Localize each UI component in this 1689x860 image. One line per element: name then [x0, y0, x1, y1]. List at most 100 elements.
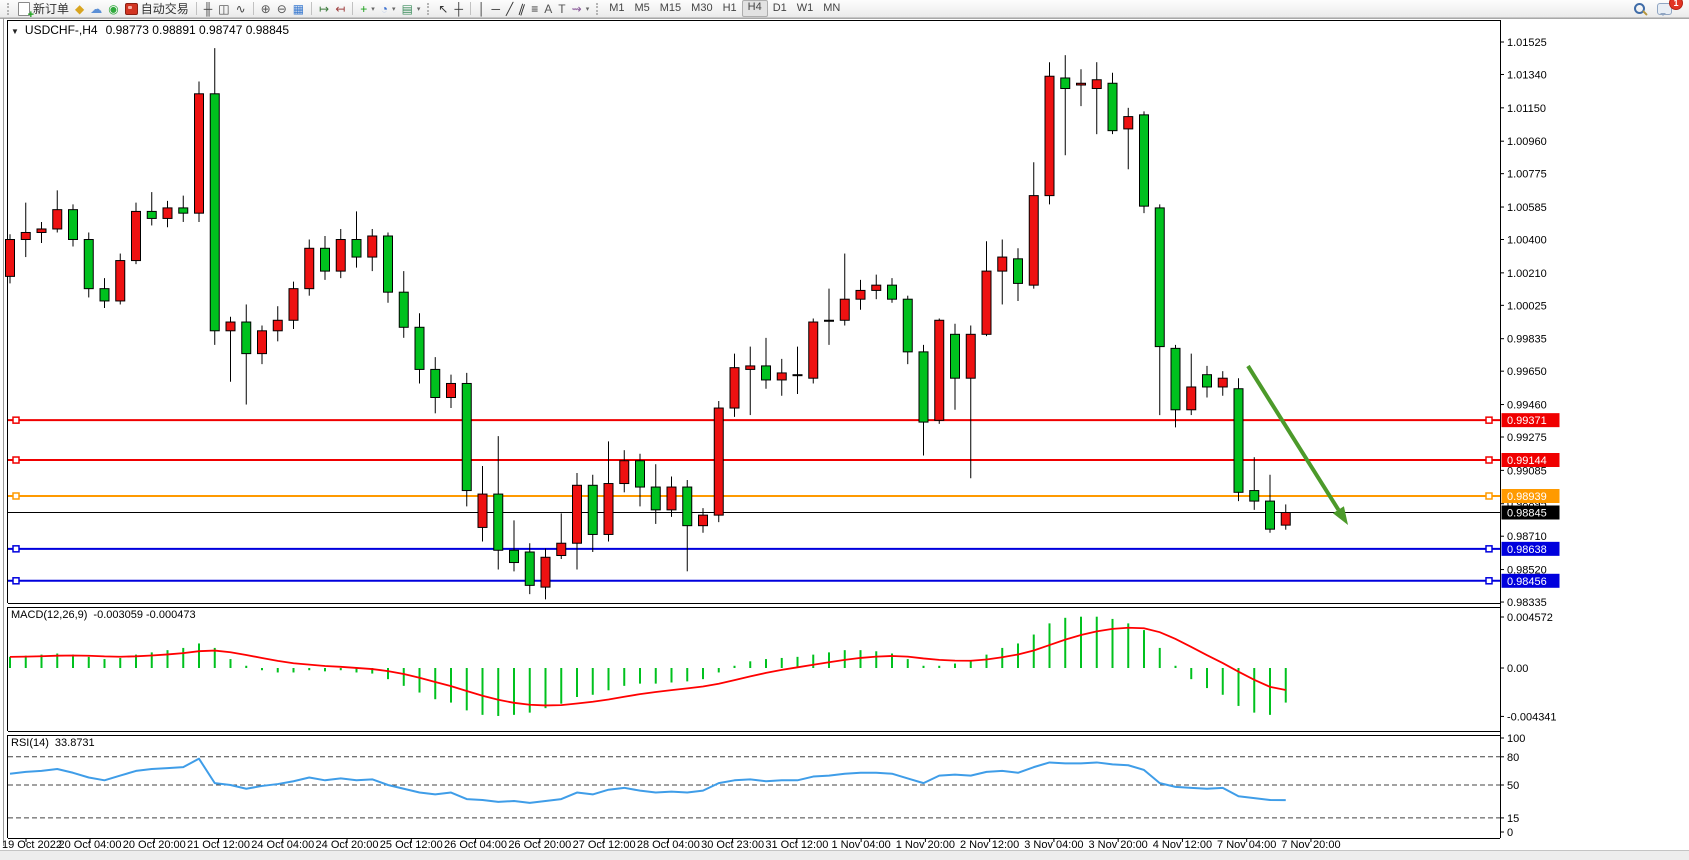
price-tick-label: 1.01525 — [1507, 37, 1547, 49]
time-tick-label: 27 Oct 12:00 — [573, 839, 636, 851]
candle-body — [5, 239, 15, 277]
candle-body — [902, 298, 913, 353]
candlestick-button[interactable]: ◫ — [215, 1, 232, 17]
timeframe-m30-button[interactable]: M30 — [691, 2, 713, 14]
price-badge-label: 0.98939 — [1507, 491, 1547, 503]
candle-body — [351, 239, 362, 258]
level-handle[interactable] — [1485, 492, 1493, 500]
auto-scroll-button[interactable]: ↦ — [316, 1, 332, 17]
timeframe-h4-button[interactable]: H4 — [741, 0, 768, 17]
timeframe-h1-button[interactable]: H1 — [722, 2, 737, 14]
cursor-button[interactable]: ↖ — [435, 1, 451, 17]
candle-body — [1028, 195, 1039, 286]
text-button[interactable]: A — [541, 1, 555, 17]
indicators-button[interactable]: + ▾ — [357, 1, 378, 17]
arrows-button[interactable]: ⇝ ▾ — [569, 1, 593, 17]
level-handle[interactable] — [1485, 416, 1493, 424]
candle-body — [194, 93, 204, 214]
level-handle[interactable] — [12, 416, 20, 424]
candle-body — [446, 382, 456, 399]
crosshair-button[interactable]: ┼ — [451, 1, 466, 17]
candle-body — [603, 483, 614, 535]
level-handle[interactable] — [1485, 456, 1493, 464]
horizontal-line-button[interactable]: ─ — [489, 1, 504, 17]
zoom-in-icon: ⊕ — [260, 1, 271, 16]
chart-background — [0, 18, 1689, 860]
rsi-tick-label: 0 — [1507, 827, 1513, 839]
timeframe-m15-button[interactable]: M15 — [659, 2, 682, 14]
signals-button[interactable]: ◉ — [105, 1, 121, 17]
time-tick-label: 26 Oct 20:00 — [508, 839, 571, 851]
text-icon: A — [544, 1, 553, 16]
level-handle[interactable] — [12, 492, 20, 500]
line-chart-button[interactable]: ∿ — [233, 1, 249, 17]
crosshair-icon: ┼ — [454, 1, 463, 16]
templates-button[interactable]: ▤ ▾ — [399, 1, 424, 17]
level-handle[interactable] — [12, 545, 20, 553]
price-badge — [1501, 488, 1560, 503]
autotrade-button[interactable]: 自动交易 — [122, 1, 192, 17]
candle-body — [52, 209, 63, 230]
level-handle[interactable] — [12, 456, 20, 464]
toolbar-separator — [252, 2, 254, 15]
equidistant-channel-button[interactable]: ∥ — [516, 1, 528, 17]
candle-body — [1217, 377, 1228, 388]
templates-icon: ▤ — [401, 1, 413, 16]
candle-body — [1154, 207, 1165, 348]
text-label-button[interactable]: T — [555, 1, 568, 17]
bar-chart-button[interactable]: ╫ — [201, 1, 216, 17]
zoom-in-button[interactable]: ⊕ — [258, 1, 274, 17]
fibonacci-icon: ≡ — [531, 1, 539, 16]
trend-arrow-head[interactable] — [1332, 506, 1348, 525]
chart-shift-button[interactable]: ↤ — [332, 1, 348, 17]
notifications-button[interactable]: 1 — [1654, 0, 1683, 17]
time-tick-label: 7 Nov 04:00 — [1217, 839, 1276, 851]
time-tick-label: 3 Nov 20:00 — [1088, 839, 1147, 851]
timeframe-mn-button[interactable]: MN — [823, 2, 841, 14]
zoom-out-button[interactable]: ⊖ — [274, 1, 290, 17]
price-tick-label: 0.99085 — [1507, 465, 1547, 477]
timeframe-m1-button[interactable]: M1 — [609, 2, 625, 14]
price-badge — [1501, 573, 1560, 588]
timeframe-d1-button[interactable]: D1 — [772, 2, 787, 14]
new-order-button[interactable]: 新订单 — [15, 1, 72, 21]
time-tick-label: 4 Nov 12:00 — [1153, 839, 1212, 851]
collapse-icon[interactable] — [11, 23, 19, 37]
candle-body — [36, 228, 47, 233]
trendline-button[interactable]: ╱ — [503, 1, 516, 17]
candle-body — [162, 207, 173, 219]
candle-body — [1233, 388, 1244, 493]
trend-arrow-line[interactable] — [1246, 364, 1341, 511]
tile-windows-icon: ▦ — [292, 1, 305, 16]
time-tick-label: 19 Oct 2022 — [2, 839, 62, 851]
chart-image-button[interactable]: ☁ — [87, 1, 105, 17]
candle-body — [1091, 79, 1102, 90]
signals-icon: ◉ — [108, 1, 119, 16]
level-handle[interactable] — [12, 577, 20, 585]
search-button[interactable] — [1631, 1, 1648, 17]
gold-button[interactable]: ◆ — [72, 1, 87, 17]
toolbar-grip — [427, 2, 431, 15]
time-tick-label: 7 Nov 20:00 — [1281, 839, 1340, 851]
fibonacci-button[interactable]: ≡ — [528, 1, 541, 17]
candle-body — [225, 321, 236, 332]
timeframe-w1-button[interactable]: W1 — [796, 2, 814, 14]
macd-tick-label: 0.00 — [1507, 663, 1528, 675]
periods-button[interactable]: ◔ ▾ — [378, 1, 399, 17]
new-order-label: 新订单 — [33, 2, 70, 16]
vertical-line-button[interactable]: │ — [475, 1, 489, 17]
price-tick-label: 1.01150 — [1507, 103, 1546, 115]
level-handle[interactable] — [1485, 545, 1493, 553]
candle-body — [477, 493, 488, 528]
chart-title-symbol: USDCHF-,H4 — [24, 23, 98, 37]
level-handle[interactable] — [1485, 577, 1493, 585]
timeframe-m5-button[interactable]: M5 — [634, 2, 650, 14]
candle-body — [761, 365, 771, 381]
chart-canvas[interactable]: 1.01525 1.01340 1.01150 1.00960 1.00775 1.005… — [0, 18, 1689, 860]
price-tick-label: 0.99460 — [1507, 400, 1547, 412]
candle-body — [572, 484, 582, 544]
candle-body — [146, 210, 157, 219]
candle-body — [524, 551, 535, 586]
tile-windows-button[interactable]: ▦ — [290, 1, 307, 17]
candle-body — [587, 484, 598, 535]
